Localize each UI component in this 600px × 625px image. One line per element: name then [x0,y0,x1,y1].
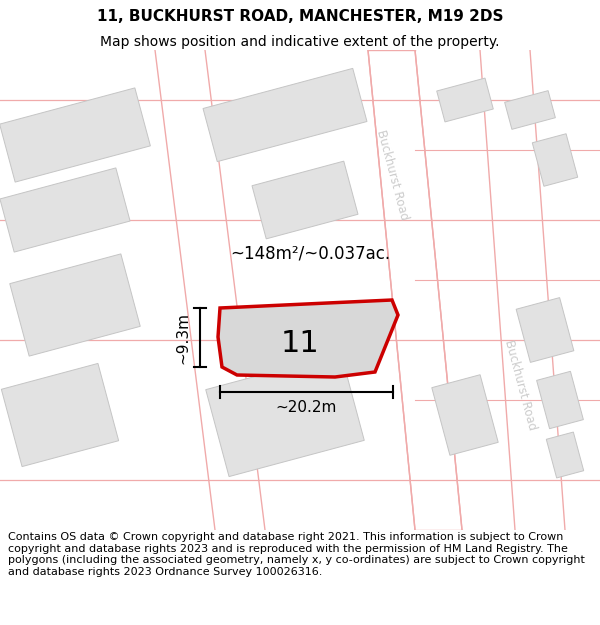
Polygon shape [547,432,584,478]
Polygon shape [0,168,130,252]
Text: Map shows position and indicative extent of the property.: Map shows position and indicative extent… [100,35,500,49]
Text: Contains OS data © Crown copyright and database right 2021. This information is : Contains OS data © Crown copyright and d… [8,532,584,577]
Text: Buckhurst Road: Buckhurst Road [374,128,410,222]
Polygon shape [218,300,398,377]
Text: 11: 11 [280,329,319,358]
Text: 11, BUCKHURST ROAD, MANCHESTER, M19 2DS: 11, BUCKHURST ROAD, MANCHESTER, M19 2DS [97,9,503,24]
Polygon shape [480,50,565,530]
Polygon shape [536,371,583,429]
Polygon shape [505,91,556,129]
Polygon shape [155,50,265,530]
Polygon shape [0,88,151,182]
Polygon shape [10,254,140,356]
Polygon shape [368,50,462,530]
Text: Buckhurst Road: Buckhurst Road [502,338,538,432]
Polygon shape [252,161,358,239]
Polygon shape [532,134,578,186]
Polygon shape [516,298,574,362]
Polygon shape [437,78,493,122]
Polygon shape [1,363,119,467]
Text: ~9.3m: ~9.3m [175,311,190,364]
Polygon shape [203,68,367,162]
Text: ~20.2m: ~20.2m [276,400,337,415]
Polygon shape [432,375,498,455]
Text: ~148m²/~0.037ac.: ~148m²/~0.037ac. [230,244,390,262]
Polygon shape [206,353,364,477]
